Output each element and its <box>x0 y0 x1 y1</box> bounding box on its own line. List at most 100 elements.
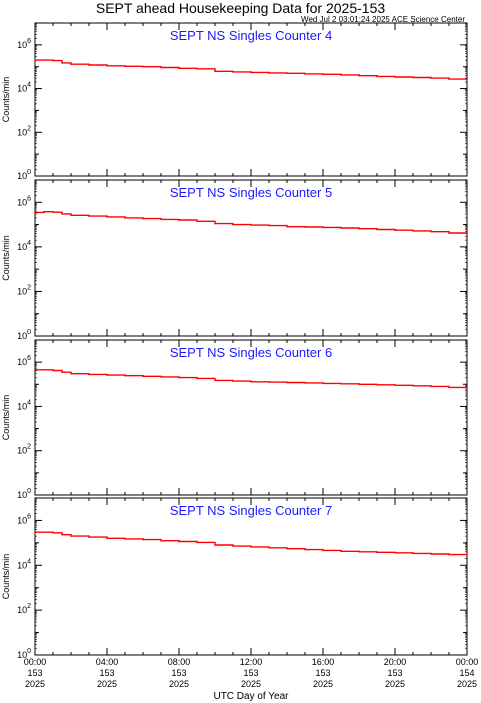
x-tick-label: 00:00 <box>24 657 47 667</box>
x-tick-label: 153 <box>387 668 402 678</box>
data-point <box>466 79 468 81</box>
data-point <box>268 547 270 549</box>
data-point <box>43 369 45 371</box>
data-point <box>61 213 63 215</box>
y-tick-label: 104 <box>17 558 31 570</box>
y-tick-label: 106 <box>17 513 31 525</box>
data-point <box>304 226 306 228</box>
y-tick-label: 104 <box>17 240 31 252</box>
data-point <box>376 551 378 553</box>
data-point <box>124 217 126 219</box>
data-point <box>142 217 144 220</box>
y-axis-label: Counts/min <box>1 235 11 281</box>
panel-title: SEPT NS Singles Counter 7 <box>170 503 332 518</box>
x-tick-label: 2025 <box>457 679 477 689</box>
y-tick-label: 106 <box>17 38 31 50</box>
data-point <box>34 211 36 214</box>
data-point <box>214 222 216 225</box>
data-point <box>160 66 162 69</box>
data-point <box>322 226 324 229</box>
data-point <box>52 211 54 213</box>
series-line <box>35 59 468 80</box>
data-point <box>160 376 162 378</box>
data-point <box>70 535 72 537</box>
y-tick-label: 100 <box>17 329 31 341</box>
data-point <box>286 381 288 384</box>
data-point <box>88 536 90 538</box>
data-point <box>268 224 270 227</box>
data-point <box>232 223 234 226</box>
data-point <box>394 552 396 554</box>
data-point <box>61 371 63 373</box>
data-point <box>142 66 144 68</box>
y-tick-label: 102 <box>17 444 31 456</box>
data-point <box>466 388 468 390</box>
data-point <box>88 64 90 66</box>
data-point <box>304 548 306 551</box>
data-point <box>124 65 126 67</box>
data-point <box>394 229 396 231</box>
x-tick-label: 2025 <box>241 679 261 689</box>
data-point <box>358 74 360 77</box>
data-point <box>358 228 360 230</box>
x-tick-label: 2025 <box>313 679 333 689</box>
data-point <box>178 219 180 221</box>
x-tick-label: 2025 <box>169 679 189 689</box>
panel-title: SEPT NS Singles Counter 5 <box>170 185 332 200</box>
data-point <box>430 553 432 555</box>
data-point <box>70 373 72 375</box>
plot-frame <box>34 179 468 337</box>
data-point <box>106 65 108 67</box>
x-tick-label: 154 <box>459 668 474 678</box>
data-point <box>430 77 432 79</box>
data-point <box>340 550 342 553</box>
data-point <box>340 74 342 76</box>
x-tick-label: 2025 <box>25 679 45 689</box>
data-point <box>178 540 180 543</box>
plot-frame <box>34 22 468 177</box>
data-point <box>250 546 252 548</box>
data-point <box>250 224 252 226</box>
data-point <box>304 382 306 384</box>
data-point <box>412 552 414 555</box>
y-tick-label: 104 <box>17 82 31 94</box>
data-point <box>124 374 126 377</box>
data-point <box>52 532 54 534</box>
data-point <box>52 369 54 372</box>
data-point <box>448 553 450 556</box>
data-point <box>340 227 342 229</box>
data-point <box>34 369 36 371</box>
data-point <box>214 70 216 72</box>
y-tick-label: 100 <box>17 169 31 181</box>
data-point <box>232 380 234 382</box>
data-point <box>124 538 126 540</box>
y-tick-label: 102 <box>17 603 31 615</box>
data-point <box>178 67 180 69</box>
data-point <box>43 210 45 213</box>
data-point <box>394 384 396 386</box>
data-point <box>340 383 342 385</box>
timestamp: Wed Jul 2 03:01:24 2025 ACE Science Cent… <box>301 15 465 24</box>
data-point <box>106 537 108 539</box>
x-tick-label: 2025 <box>97 679 117 689</box>
x-tick-label: 12:00 <box>240 657 263 667</box>
data-point <box>250 381 252 383</box>
data-point <box>430 385 432 388</box>
y-axis-label: Counts/min <box>1 77 11 123</box>
data-point <box>214 544 216 546</box>
data-point <box>160 539 162 542</box>
y-tick-label: 104 <box>17 399 31 411</box>
data-point <box>88 373 90 376</box>
y-axis-label: Counts/min <box>1 554 11 600</box>
panel-4: 100 102 104 106 Counts/min SEPT NS Singles Co… <box>1 497 478 702</box>
data-point <box>448 78 450 80</box>
data-point <box>430 230 432 233</box>
x-tick-label: 153 <box>315 668 330 678</box>
data-point <box>214 379 216 382</box>
panel-title: SEPT NS Singles Counter 4 <box>170 28 332 43</box>
data-point <box>61 534 63 536</box>
data-point <box>160 218 162 221</box>
data-point <box>34 59 36 61</box>
data-point <box>286 547 288 550</box>
plot-frame <box>34 497 468 656</box>
